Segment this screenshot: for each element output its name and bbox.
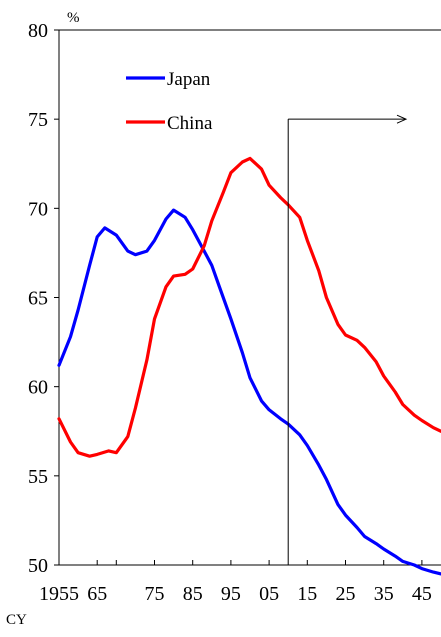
y-tick-label: 65 <box>28 288 48 310</box>
x-tick-label: 05 <box>259 583 279 605</box>
y-tick-label: 55 <box>28 466 48 488</box>
x-tick-label: 15 <box>297 583 317 605</box>
x-tick-label: 1955 <box>39 583 79 605</box>
legend-label-japan: Japan <box>167 69 211 90</box>
x-tick-label: 95 <box>221 583 241 605</box>
x-tick-label: 65 <box>87 583 107 605</box>
legend-label-china: China <box>167 113 213 134</box>
y-unit-label: % <box>67 10 80 26</box>
x-tick-label: 35 <box>374 583 394 605</box>
y-tick-label: 50 <box>28 555 48 577</box>
annotation-layer <box>287 114 408 565</box>
x-tick-label: 45 <box>412 583 432 605</box>
x-tick-label: 25 <box>336 583 356 605</box>
y-tick-label: 80 <box>28 20 48 42</box>
y-tick-label: 75 <box>28 109 48 131</box>
series-line-china <box>57 156 441 458</box>
x-tick-label: 85 <box>183 583 203 605</box>
x-tick-label: 75 <box>145 583 165 605</box>
series-layer <box>57 156 441 576</box>
projection-arrow-head-icon <box>396 114 408 124</box>
y-tick-label: 60 <box>28 377 48 399</box>
axes: 50 55 60 65 70 75 80% 1955 65 75 85 95 05 15 25 35 45 CY <box>6 10 441 628</box>
legend: Japan China <box>126 69 213 134</box>
x-unit-label: CY <box>6 612 27 628</box>
series-line-japan <box>57 208 441 576</box>
y-tick-label: 70 <box>28 198 48 220</box>
